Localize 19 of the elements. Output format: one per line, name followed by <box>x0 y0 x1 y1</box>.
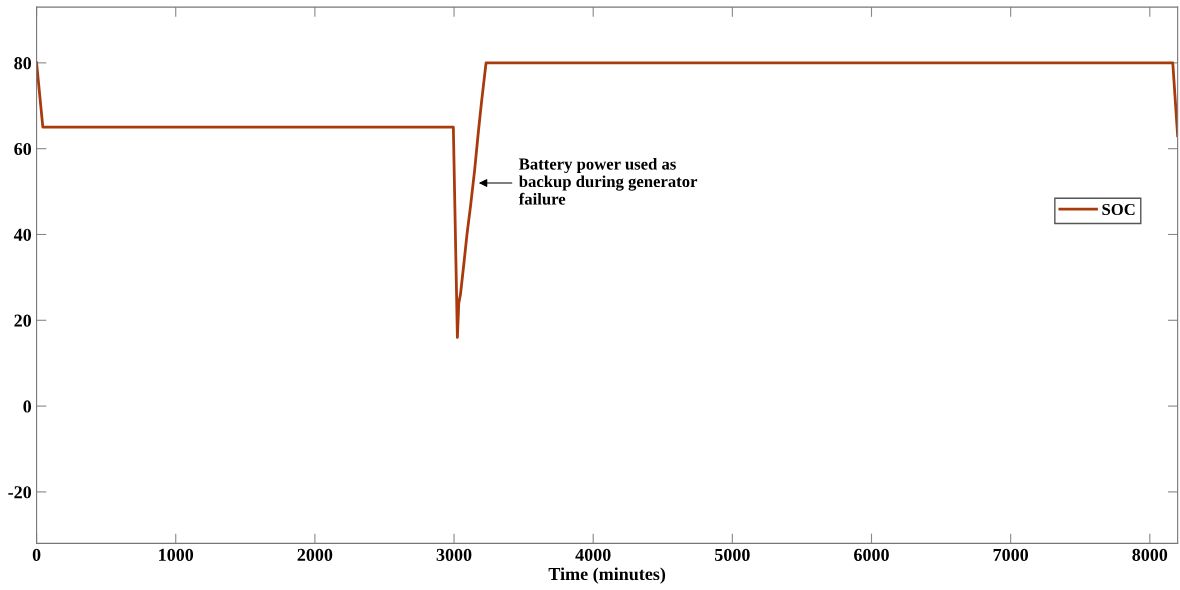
y-tick-label: 60 <box>14 142 32 156</box>
y-tick-label: 0 <box>23 400 32 413</box>
y-tick-label: 80 <box>14 57 32 70</box>
x-tick-label: 4000 <box>575 548 611 561</box>
x-axis-title: Time (minutes) <box>548 567 666 584</box>
x-tick-label: 0 <box>32 548 41 561</box>
x-tick-label: 5000 <box>715 548 750 561</box>
y-tick-label: 40 <box>13 228 32 241</box>
x-tick-label: 8000 <box>1132 548 1168 561</box>
line-series <box>36 61 1178 339</box>
legend-label: SOC <box>1102 203 1135 216</box>
x-tick-label: 2000 <box>297 548 333 561</box>
y-tick-label: -20 <box>8 486 32 499</box>
annotation: Battery power used as backup during generator failure <box>518 157 698 205</box>
y-tick-label: 20 <box>14 314 32 327</box>
x-tick-label: 3000 <box>436 548 472 561</box>
x-tick-label: 7000 <box>993 548 1029 561</box>
x-tick-label: 6000 <box>854 548 889 561</box>
x-tick-label: 1000 <box>159 548 194 561</box>
